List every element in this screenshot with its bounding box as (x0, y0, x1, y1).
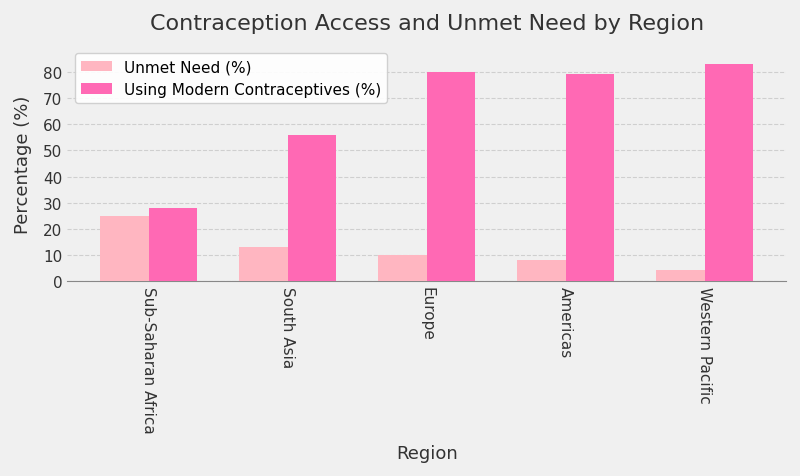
Bar (239, 248, 288, 282)
X-axis label: Region: Region (396, 444, 458, 462)
Bar (288, 135, 336, 282)
Title: Contraception Access and Unmet Need by Region: Contraception Access and Unmet Need by R… (150, 14, 704, 34)
Bar (378, 256, 426, 282)
Bar (517, 261, 566, 282)
Y-axis label: Percentage (%): Percentage (%) (14, 95, 32, 233)
Bar (100, 217, 149, 282)
Bar (149, 208, 198, 282)
Bar (566, 75, 614, 282)
Legend: Unmet Need (%), Using Modern Contraceptives (%): Unmet Need (%), Using Modern Contracepti… (75, 54, 387, 104)
Bar (656, 270, 705, 282)
Bar (426, 73, 475, 282)
Bar (705, 65, 754, 282)
